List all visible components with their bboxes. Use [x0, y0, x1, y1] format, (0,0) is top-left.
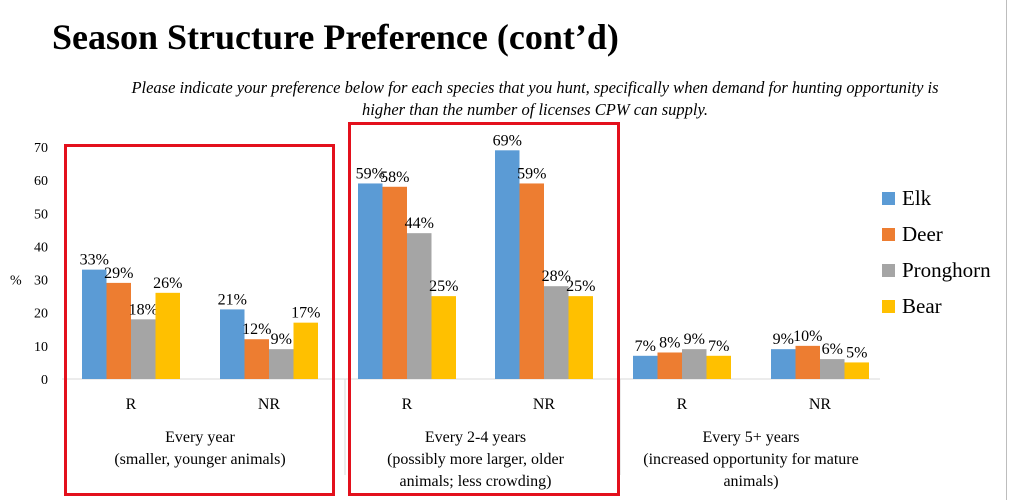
data-label-deer-5: 8%	[659, 334, 680, 351]
legend-label-elk: Elk	[902, 185, 932, 210]
legend-label-deer: Deer	[902, 221, 943, 246]
bar-pronghorn-3	[407, 233, 432, 379]
slide-subtitle: Please indicate your preference below fo…	[131, 78, 939, 119]
bar-pronghorn-5	[682, 349, 707, 379]
bar-pronghorn-4	[544, 286, 569, 379]
bar-elk-3	[358, 183, 383, 379]
data-label-deer-4: 59%	[517, 165, 546, 182]
data-label-pronghorn-2: 9%	[271, 331, 292, 348]
category-label-r-2: R	[402, 396, 413, 413]
bar-bear-2	[293, 322, 318, 379]
group-label-3-line-1: Every 5+ years	[703, 429, 800, 446]
category-label-r-3: R	[677, 396, 688, 413]
data-label-bear-2: 17%	[291, 305, 320, 322]
data-label-elk-5: 7%	[635, 338, 656, 355]
y-tick-label-10: 10	[34, 340, 48, 355]
data-label-pronghorn-5: 9%	[684, 331, 705, 348]
y-tick-label-70: 70	[34, 141, 48, 156]
data-label-elk-4: 69%	[493, 132, 522, 149]
bar-deer-4	[519, 183, 544, 379]
bar-elk-2	[220, 309, 245, 379]
data-label-elk-6: 9%	[773, 331, 794, 348]
y-tick-label-40: 40	[34, 240, 48, 255]
data-label-deer-1: 29%	[104, 265, 133, 282]
data-label-deer-6: 10%	[793, 328, 822, 345]
y-tick-label-50: 50	[34, 207, 48, 222]
category-label-nr-1: NR	[258, 396, 281, 413]
group-label-2-line-3: animals; less crowding)	[400, 473, 552, 490]
group-label-2-line-2: (possibly more larger, older	[387, 451, 564, 468]
y-tick-label-30: 30	[34, 274, 48, 289]
data-label-deer-3: 58%	[380, 169, 409, 186]
bar-elk-5	[633, 355, 658, 379]
data-label-bear-1: 26%	[153, 275, 182, 292]
category-label-nr-3: NR	[809, 396, 832, 413]
bar-elk-1	[82, 269, 107, 379]
data-label-bear-5: 7%	[708, 338, 729, 355]
data-label-elk-1: 33%	[80, 252, 109, 269]
data-label-deer-2: 12%	[242, 321, 271, 338]
legend-swatch-bear	[882, 299, 895, 313]
bar-bear-1	[155, 292, 180, 379]
y-tick-label-0: 0	[41, 373, 48, 388]
bar-deer-2	[244, 339, 269, 379]
bar-bear-4	[568, 296, 593, 379]
legend-swatch-deer	[882, 227, 895, 241]
legend-item-deer: Deer	[882, 216, 991, 252]
data-label-pronghorn-1: 18%	[129, 301, 158, 318]
group-label-3-line-2: (increased opportunity for mature	[643, 451, 858, 468]
data-label-bear-3: 25%	[429, 278, 458, 295]
bar-pronghorn-1	[131, 319, 156, 379]
y-axis-label: %	[10, 274, 22, 289]
data-label-bear-4: 25%	[566, 278, 595, 295]
group-label-3-line-3: animals)	[723, 473, 778, 490]
bar-bear-3	[431, 296, 456, 379]
legend-item-bear: Bear	[882, 288, 991, 324]
slide-title: Season Structure Preference (cont’d)	[52, 17, 619, 57]
y-tick-label-60: 60	[34, 174, 48, 189]
bar-deer-5	[657, 352, 682, 379]
group-label-2-line-1: Every 2-4 years	[425, 429, 526, 446]
category-label-nr-2: NR	[533, 396, 556, 413]
bar-bear-5	[706, 355, 731, 379]
data-label-elk-2: 21%	[218, 291, 247, 308]
legend-swatch-elk	[882, 191, 895, 205]
data-label-pronghorn-4: 28%	[542, 268, 571, 285]
data-label-bear-6: 5%	[846, 344, 867, 361]
data-label-elk-3: 59%	[356, 165, 385, 182]
bar-elk-4	[495, 150, 520, 379]
bar-elk-6	[771, 349, 796, 379]
bar-pronghorn-2	[269, 349, 294, 379]
legend-item-pronghorn: Pronghorn	[882, 252, 991, 288]
chart-legend: Elk Deer Pronghorn Bear	[882, 180, 991, 324]
category-label-r-1: R	[126, 396, 137, 413]
bar-deer-3	[382, 186, 407, 379]
bar-deer-1	[106, 282, 131, 379]
data-label-pronghorn-6: 6%	[822, 341, 843, 358]
y-tick-label-20: 20	[34, 307, 48, 322]
bar-deer-6	[795, 345, 820, 379]
legend-item-elk: Elk	[882, 180, 991, 216]
group-label-1-line-1: Every year	[165, 429, 235, 446]
data-label-pronghorn-3: 44%	[405, 215, 434, 232]
bar-pronghorn-6	[820, 359, 845, 379]
bar-bear-6	[844, 362, 869, 379]
legend-label-bear: Bear	[902, 293, 942, 318]
group-label-1-line-2: (smaller, younger animals)	[114, 451, 285, 468]
legend-swatch-pronghorn	[882, 263, 895, 277]
legend-label-pronghorn: Pronghorn	[902, 257, 991, 282]
